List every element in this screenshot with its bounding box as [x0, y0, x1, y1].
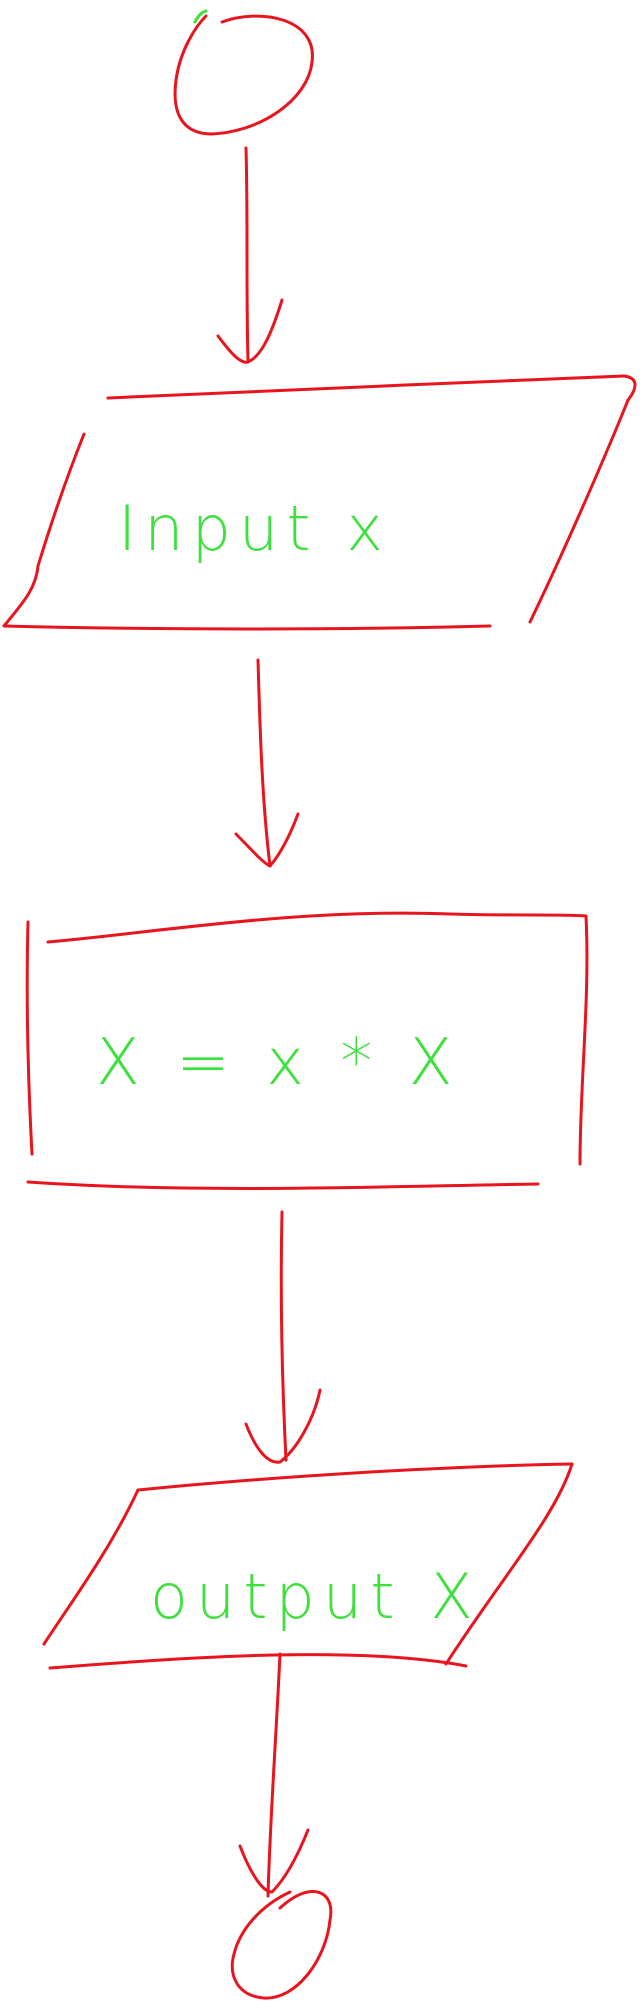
- input-node: Input x: [2, 374, 637, 631]
- process-node-label: X = x * X: [96, 1026, 461, 1100]
- output-node-label: output X: [150, 1560, 481, 1633]
- process-node: X = x * X: [25, 911, 589, 1190]
- arrow-start-to-input: [216, 146, 284, 364]
- start-terminal: [173, 9, 314, 136]
- input-node-label: Input x: [118, 492, 391, 565]
- end-terminal: [230, 1889, 333, 2000]
- arrow-process-to-output: [244, 1210, 322, 1464]
- arrow-input-to-process: [234, 658, 300, 868]
- output-node: output X: [42, 1462, 574, 1670]
- arrow-output-to-end: [238, 1652, 310, 1898]
